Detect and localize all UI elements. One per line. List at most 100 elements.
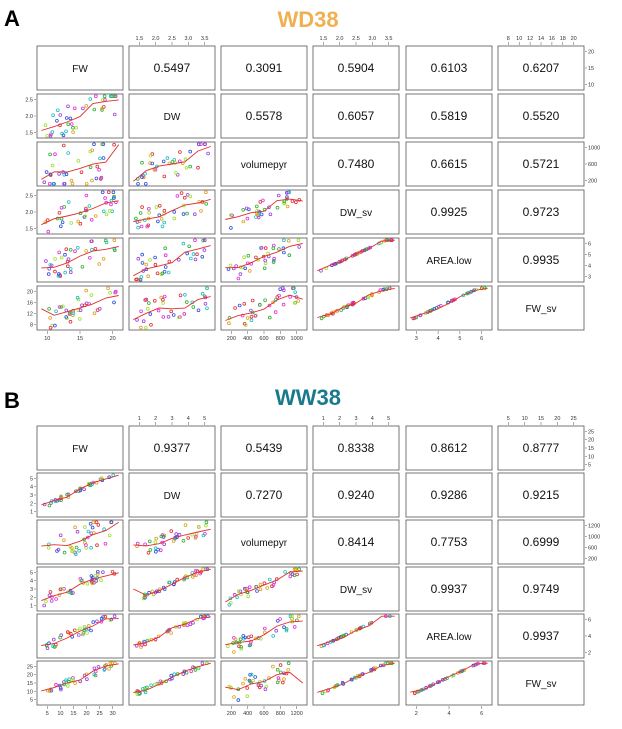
a-scatter-point: [237, 303, 242, 308]
b-tick-label: 20: [588, 438, 594, 444]
b-cell-4-3: [312, 613, 400, 659]
b-scatter-point: [145, 685, 149, 690]
b-scatter-point: [88, 521, 93, 526]
a-scatter-point: [184, 166, 189, 170]
a-cell-1-2: [220, 93, 308, 139]
b-cell-3-4: [405, 566, 493, 612]
b-tick-label: 2: [588, 651, 591, 657]
b-cell-3-0: [36, 566, 124, 612]
a-scatter-point: [94, 214, 98, 218]
b-tick-label: 600: [259, 711, 268, 717]
a-scatter-point: [78, 221, 83, 226]
a-scatter-point: [148, 257, 152, 262]
b-scatter-point: [65, 492, 69, 497]
b-scatter-point: [64, 678, 68, 682]
a-scatter-point: [203, 301, 208, 306]
a-scatter-point: [134, 216, 138, 221]
a-scatter-point: [162, 294, 167, 299]
b-scatter-point: [85, 581, 90, 586]
a-scatter-point: [205, 286, 209, 291]
a-scatter-point: [200, 254, 205, 259]
a-tick-label: 10: [516, 36, 522, 42]
a-scatter-point: [153, 298, 157, 303]
a-tick-label: 10: [588, 83, 594, 89]
b-scatter-point: [169, 529, 174, 533]
a-scatter-point: [80, 264, 85, 269]
a-scatter-point: [141, 319, 146, 324]
a-scatter-point: [64, 172, 69, 177]
b-scatter-point: [284, 628, 289, 633]
a-scatter-point: [57, 250, 61, 255]
b-scatter-point: [204, 520, 209, 524]
b-scatter-point: [58, 533, 63, 538]
b-correlation-value: 0.8612: [431, 441, 468, 455]
b-tick-label: 1: [30, 604, 33, 610]
a-scatter-point: [188, 164, 193, 169]
b-scatter-point: [81, 632, 85, 637]
a-cell-4-3: [312, 237, 400, 283]
a-scatter-point: [140, 175, 144, 179]
a-scatter-point: [142, 175, 146, 180]
a-scatter-point: [287, 253, 292, 258]
b-scatter-point: [70, 546, 74, 550]
a-scatter-point: [51, 182, 55, 186]
b-scatter-point: [288, 614, 293, 618]
a-scatter-point: [187, 244, 192, 249]
b-variable-label: AREA.low: [426, 632, 472, 643]
a-scatter-point: [81, 106, 85, 111]
b-tick-label: 2: [30, 595, 33, 601]
b-scatter-point: [160, 540, 164, 545]
a-scatter-point: [293, 290, 298, 295]
a-scatter-point: [56, 274, 61, 278]
a-scatter-point: [48, 172, 53, 177]
b-tick-label: 800: [276, 711, 285, 717]
a-scatter-point: [135, 318, 139, 322]
b-scatter-point: [102, 527, 106, 531]
b-scatter-point: [258, 582, 263, 587]
b-scatter-point: [288, 574, 293, 579]
a-scatter-point: [161, 297, 165, 302]
a-scatter-point: [335, 308, 339, 313]
b-scatter-point: [112, 614, 117, 618]
a-tick-label: 2.5: [352, 36, 360, 42]
b-scatter-point: [297, 567, 301, 571]
b-variable-label: DW: [164, 491, 181, 502]
a-scatter-point: [148, 153, 153, 158]
b-scatter-point: [66, 684, 70, 688]
a-scatter-point: [101, 156, 106, 160]
a-scatter-point: [229, 226, 233, 230]
b-correlation-value: 0.8777: [523, 441, 560, 455]
a-scatter-point: [243, 266, 248, 271]
a-scatter-point: [156, 219, 160, 224]
b-scatter-point: [258, 636, 263, 641]
a-scatter-point: [258, 200, 263, 204]
a-scatter-point: [172, 210, 177, 214]
b-scatter-point: [352, 675, 357, 680]
a-scatter-point: [167, 259, 172, 264]
b-tick-label: 2: [154, 416, 157, 422]
b-tick-label: 200: [227, 711, 236, 717]
a-tick-label: 20: [110, 336, 116, 342]
b-tick-label: 6: [480, 711, 483, 717]
b-correlation-value: 0.9749: [523, 582, 560, 596]
b-scatter-point: [47, 503, 52, 508]
b-scatter-point: [193, 536, 198, 540]
b-scatter-point: [51, 644, 55, 648]
b-scatter-point: [194, 573, 198, 578]
a-scatter-point: [93, 247, 98, 251]
a-tick-label: 1000: [588, 145, 600, 151]
a-scatter-point: [138, 211, 143, 215]
a-correlation-value: 0.9925: [431, 205, 468, 219]
a-tick-label: 2.5: [25, 97, 33, 103]
b-tick-label: 5: [387, 416, 390, 422]
b-scatter-point: [82, 487, 86, 492]
b-cell-2-3: [312, 519, 400, 565]
a-scatter-point: [162, 174, 167, 179]
b-tick-label: 3: [354, 416, 357, 422]
a-scatter-point: [271, 260, 276, 264]
a-scatter-point: [53, 269, 57, 274]
b-scatter-point: [59, 687, 63, 692]
a-tick-label: 8: [507, 36, 510, 42]
b-tick-label: 25: [27, 664, 33, 670]
